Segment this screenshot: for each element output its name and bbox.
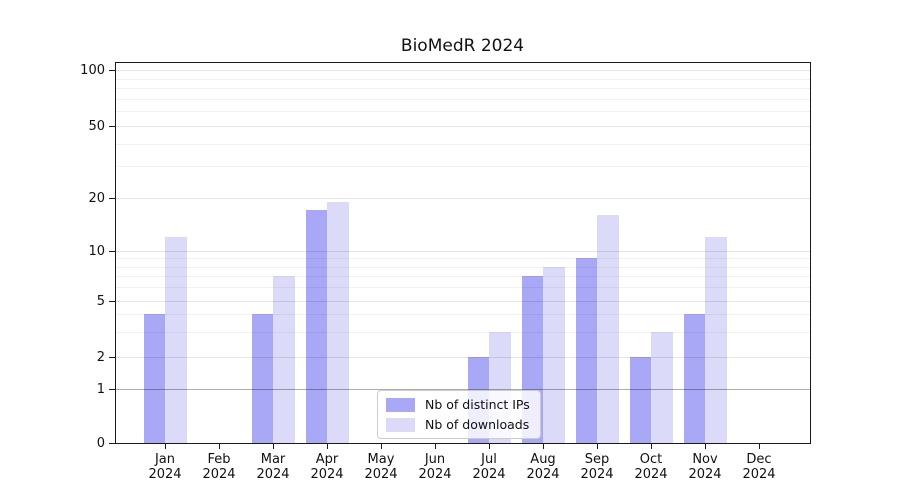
x-tick-mark-nov (705, 443, 706, 449)
y-tick-label-100: 100 (80, 63, 105, 78)
gridline-y-1 (115, 389, 810, 390)
gridline-y-9 (115, 258, 810, 259)
x-tick-mark-jun (435, 443, 436, 449)
x-tick-mark-jan (165, 443, 166, 449)
legend-row-distinct-ips: Nb of distinct IPs (386, 397, 530, 412)
x-tick-mark-apr (327, 443, 328, 449)
y-tick-label-1: 1 (96, 382, 105, 397)
y-tick-mark-2 (109, 357, 115, 358)
x-tick-label-feb: Feb 2024 (202, 452, 236, 482)
legend-swatch-downloads (386, 417, 415, 432)
bar-jan-ips (143, 314, 165, 443)
x-tick-label-may: May 2024 (364, 452, 398, 482)
x-tick-label-dec: Dec 2024 (742, 452, 776, 482)
x-tick-label-apr: Apr 2024 (310, 452, 344, 482)
bar-apr-downloads (327, 201, 349, 443)
legend: Nb of distinct IPs Nb of downloads (377, 390, 541, 439)
y-tick-mark-50 (109, 126, 115, 127)
y-tick-mark-5 (109, 301, 115, 302)
legend-label-downloads: Nb of downloads (425, 417, 530, 432)
x-tick-mark-aug (543, 443, 544, 449)
x-tick-label-sep: Sep 2024 (580, 452, 614, 482)
x-tick-mark-mar (273, 443, 274, 449)
y-tick-label-2: 2 (96, 350, 105, 365)
gridline-y-20 (115, 198, 810, 199)
bar-mar-downloads (273, 276, 295, 443)
gridline-y-3 (115, 332, 810, 333)
gridline-y-10 (115, 251, 810, 252)
y-tick-label-10: 10 (88, 244, 105, 259)
x-tick-label-oct: Oct 2024 (634, 452, 668, 482)
gridline-y-90 (115, 79, 810, 80)
gridline-y-40 (115, 144, 810, 145)
bar-mar-ips (251, 314, 273, 443)
bar-nov-downloads (705, 236, 727, 443)
y-tick-mark-20 (109, 198, 115, 199)
x-tick-mark-sep (597, 443, 598, 449)
y-tick-mark-1 (109, 389, 115, 390)
bar-sep-ips (575, 258, 597, 443)
gridline-y-7 (115, 276, 810, 277)
gridline-y-8 (115, 267, 810, 268)
gridline-y-6 (115, 287, 810, 288)
bar-jan-downloads (165, 236, 187, 443)
x-tick-label-jun: Jun 2024 (418, 452, 452, 482)
y-tick-mark-10 (109, 251, 115, 252)
x-tick-mark-jul (489, 443, 490, 449)
y-tick-label-5: 5 (96, 294, 105, 309)
gridline-y-80 (115, 88, 810, 89)
chart-title: BioMedR 2024 (400, 36, 525, 56)
gridline-y-60 (115, 111, 810, 112)
gridline-y-50 (115, 126, 810, 127)
y-tick-label-0: 0 (96, 436, 105, 451)
legend-swatch-distinct-ips (386, 397, 415, 412)
x-tick-label-aug: Aug 2024 (526, 452, 560, 482)
gridline-y-4 (115, 314, 810, 315)
bar-oct-downloads (651, 331, 673, 443)
x-tick-label-jan: Jan 2024 (148, 452, 182, 482)
bar-aug-downloads (543, 266, 565, 443)
x-tick-mark-feb (219, 443, 220, 449)
x-tick-label-mar: Mar 2024 (256, 452, 290, 482)
legend-row-downloads: Nb of downloads (386, 417, 530, 432)
gridline-y-30 (115, 166, 810, 167)
gridline-y-2 (115, 357, 810, 358)
y-tick-label-20: 20 (88, 191, 105, 206)
y-tick-mark-0 (109, 443, 115, 444)
x-tick-label-nov: Nov 2024 (688, 452, 722, 482)
gridline-y-100 (115, 70, 810, 71)
x-tick-mark-dec (759, 443, 760, 449)
bar-sep-downloads (597, 214, 619, 443)
gridline-y-70 (115, 99, 810, 100)
x-tick-mark-oct (651, 443, 652, 449)
x-tick-label-jul: Jul 2024 (472, 452, 506, 482)
x-tick-mark-may (381, 443, 382, 449)
legend-label-distinct-ips: Nb of distinct IPs (425, 397, 530, 412)
bar-oct-ips (629, 357, 651, 443)
bar-nov-ips (683, 314, 705, 443)
bar-apr-ips (305, 210, 327, 443)
y-tick-mark-100 (109, 70, 115, 71)
gridline-y-5 (115, 301, 810, 302)
y-tick-label-50: 50 (88, 119, 105, 134)
